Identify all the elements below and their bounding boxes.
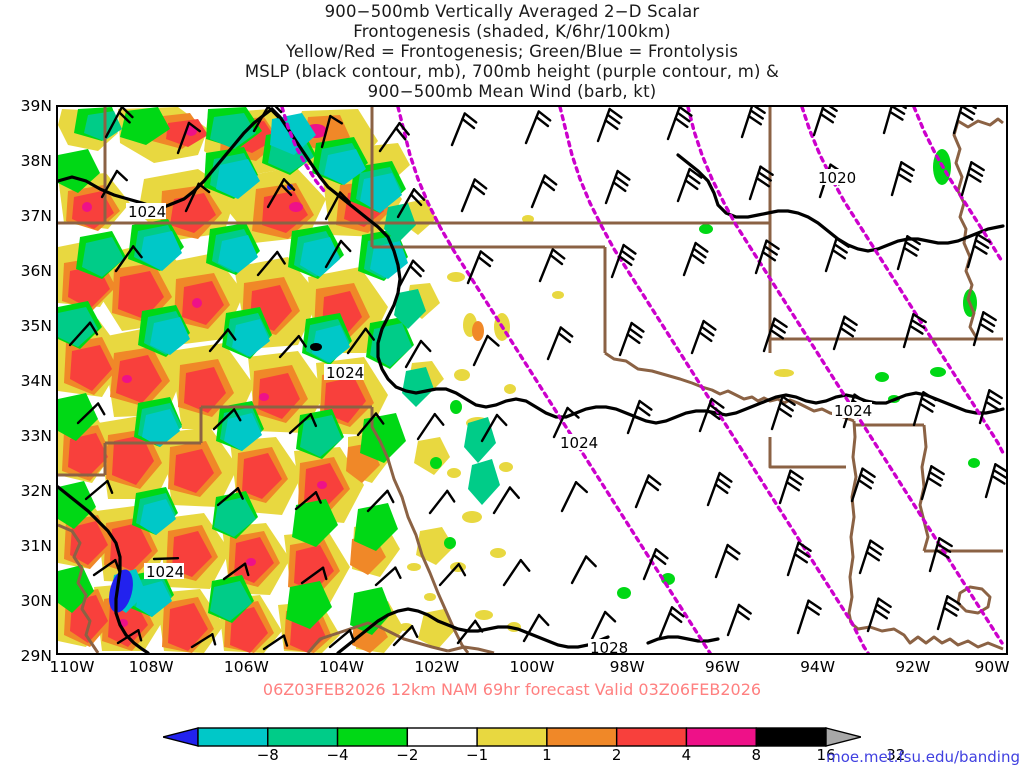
svg-text:1020: 1020 (818, 169, 856, 187)
colorbar-swatch (406, 727, 478, 747)
contour-label: 1024 (558, 434, 598, 452)
site-watermark: moe.met.fsu.edu/banding (826, 748, 1020, 766)
colorbar-svg (163, 727, 861, 747)
title-line-2: Frontogenesis (shaded, K/6hr/100km) (353, 22, 671, 41)
svg-text:1024: 1024 (128, 203, 166, 221)
colorbar-swatch (336, 727, 409, 747)
contour-label: 1024 (832, 402, 872, 420)
y-tick-label: 31N (20, 537, 52, 555)
map-canvas: 1024 1024 1024 1024 (58, 107, 1006, 653)
colorbar-swatch-over (825, 727, 861, 747)
title-line-5: 900−500mb Mean Wind (barb, kt) (367, 82, 657, 101)
colorbar-tick-label: 8 (751, 746, 761, 764)
y-axis-labels: 39N 38N 37N 36N 35N 34N 33N 32N 31N 30N 29N (0, 0, 56, 768)
x-tick-label: 90W (974, 658, 1010, 676)
colorbar-swatch (197, 727, 269, 747)
colorbar-tick-label: −1 (466, 746, 489, 764)
colorbar-tick-label: −2 (396, 746, 419, 764)
colorbar-tick-label: −8 (256, 746, 279, 764)
x-tick-label: 102W (414, 658, 460, 676)
wind-barbs (68, 107, 1006, 651)
y-tick-label: 39N (20, 97, 52, 115)
colorbar (163, 726, 861, 747)
y-tick-label: 38N (20, 152, 52, 170)
contour-label: 1024 (126, 203, 166, 221)
title-line-1: 900−500mb Vertically Averaged 2−D Scalar (324, 2, 700, 21)
x-tick-label: 96W (704, 658, 740, 676)
contour-label: 1028 (588, 639, 628, 653)
colorbar-swatch (615, 727, 688, 747)
svg-text:1024: 1024 (834, 402, 872, 420)
contour-label: 1024 (144, 563, 184, 581)
colorbar-swatch (755, 727, 827, 747)
map-clip: 1024 1024 1024 1024 (58, 107, 1006, 653)
x-tick-label: 106W (223, 658, 269, 676)
x-tick-label: 94W (800, 658, 836, 676)
colorbar-tick-label: 32 (886, 746, 906, 764)
x-tick-label: 104W (319, 658, 365, 676)
x-tick-label: 92W (895, 658, 931, 676)
contour-label: 1024 (324, 364, 364, 382)
height-contours (280, 107, 1005, 653)
colorbar-swatch (476, 727, 548, 747)
colorbar-tick-label: 4 (681, 746, 692, 764)
y-tick-label: 32N (20, 482, 52, 500)
colorbar-swatch (546, 727, 618, 747)
x-tick-label: 108W (128, 658, 174, 676)
title-line-4: MSLP (black contour, mb), 700mb height (… (244, 62, 780, 81)
colorbar-swatch (685, 727, 757, 747)
colorbar-tick-label: −4 (326, 746, 349, 764)
svg-text:1024: 1024 (326, 364, 364, 382)
map-plot-area: 1024 1024 1024 1024 (56, 105, 1008, 655)
y-tick-label: 36N (20, 262, 52, 280)
forecast-caption: 06Z03FEB2026 12km NAM 69hr forecast Vali… (262, 680, 762, 699)
y-tick-label: 34N (20, 372, 52, 390)
colorbar-tick-label: 2 (611, 746, 622, 764)
svg-text:1024: 1024 (560, 434, 598, 452)
colorbar-swatch-under (163, 727, 199, 747)
y-tick-label: 33N (20, 427, 52, 445)
svg-text:1028: 1028 (590, 639, 628, 653)
x-tick-label: 98W (609, 658, 645, 676)
colorbar-tick-label: 16 (816, 746, 836, 764)
colorbar-tick-label: 1 (542, 746, 552, 764)
svg-text:1024: 1024 (146, 563, 184, 581)
y-tick-label: 30N (20, 592, 52, 610)
colorbar-swatch (267, 727, 339, 747)
x-tick-label: 100W (509, 658, 555, 676)
x-axis-labels: 110W 108W 106W 104W 102W 100W 98W 96W 94W 92W 90W (0, 658, 1024, 680)
chart-title-block: 900−500mb Vertically Averaged 2−D Scalar… (0, 2, 1024, 102)
x-tick-label: 110W (49, 658, 95, 676)
colorbar-tick-labels: −8 −4 −2 −1 1 2 4 8 16 32 (163, 746, 906, 766)
contour-label-group: 1024 1024 1024 1024 (126, 169, 872, 653)
title-line-3: Yellow/Red = Frontogenesis; Green/Blue =… (285, 42, 739, 61)
y-tick-label: 37N (20, 207, 52, 225)
contour-label: 1020 (816, 169, 856, 187)
y-tick-label: 29N (20, 647, 52, 665)
y-tick-label: 35N (20, 317, 52, 335)
